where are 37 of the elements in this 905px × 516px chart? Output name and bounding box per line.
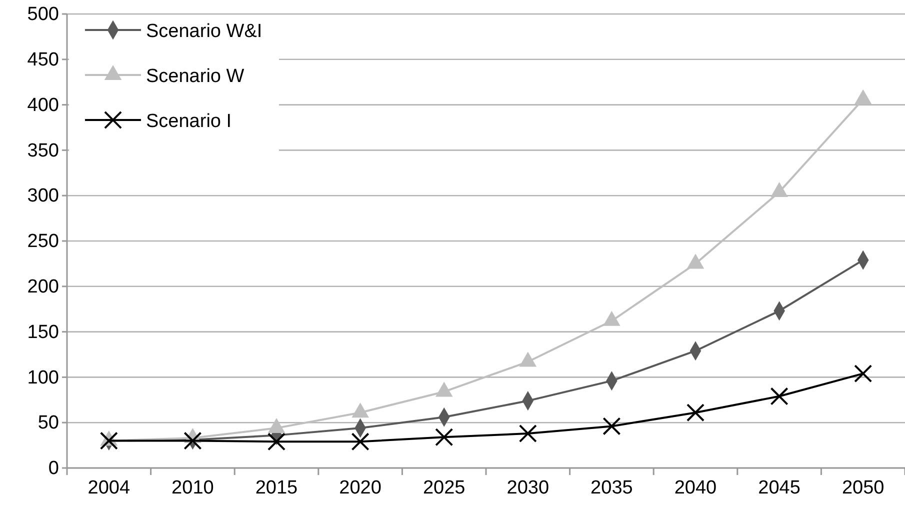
y-tick-label: 50 — [38, 412, 59, 434]
x-tick-label: 2035 — [590, 477, 633, 498]
legend-label: Scenario I — [146, 111, 232, 132]
point — [100, 432, 118, 450]
y-tick-label: 200 — [27, 276, 59, 298]
point — [184, 432, 202, 450]
x-tick-label: 2020 — [339, 477, 382, 498]
x-tick-label: 2050 — [842, 477, 884, 498]
x-tick-label: 2004 — [88, 477, 130, 498]
y-tick-label: 100 — [27, 367, 59, 388]
x-tick-label: 2045 — [758, 477, 800, 498]
x-tick-label: 2010 — [172, 477, 214, 498]
x-tick-label: 2015 — [255, 477, 298, 498]
point — [854, 364, 872, 383]
y-tick-label: 350 — [27, 140, 59, 162]
point — [686, 404, 705, 422]
point — [351, 432, 370, 451]
point — [602, 417, 621, 436]
y-tick-label: 500 — [27, 4, 59, 26]
y-tick-label: 300 — [27, 186, 59, 207]
x-tick-label: 2040 — [674, 477, 717, 498]
point — [770, 182, 788, 197]
point — [770, 387, 788, 406]
point — [686, 254, 704, 269]
y-tick-label: 0 — [48, 458, 59, 480]
y-tick-label: 400 — [27, 94, 59, 116]
y-tick-label: 150 — [27, 322, 59, 343]
y-tick-label: 250 — [27, 231, 59, 252]
point — [435, 428, 454, 446]
point — [267, 432, 286, 451]
point — [518, 424, 537, 443]
legend-label: Scenario W — [146, 66, 244, 87]
legend-label: Scenario W&I — [146, 21, 262, 42]
point — [854, 89, 872, 104]
x-tick-label: 2025 — [422, 477, 466, 498]
y-tick-label: 450 — [27, 49, 59, 70]
x-tick-label: 2030 — [506, 477, 550, 498]
